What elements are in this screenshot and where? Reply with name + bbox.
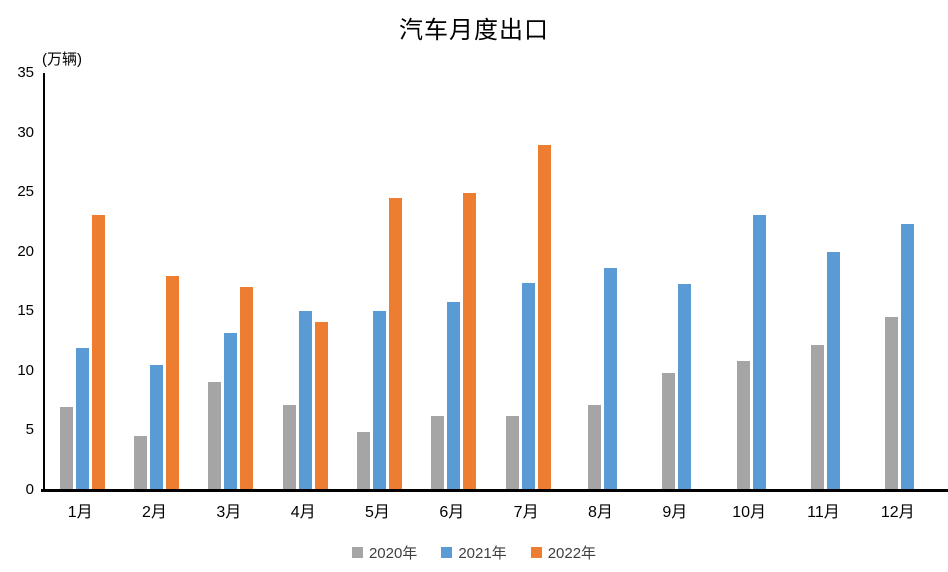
bar-group-6月 xyxy=(417,73,491,490)
bar-2021年-4月 xyxy=(298,311,312,490)
y-axis-tick-label: 25 xyxy=(17,183,34,201)
x-axis-tick-label: 8月 xyxy=(588,504,613,521)
legend-swatch-icon xyxy=(441,547,453,558)
bar-2021年-5月 xyxy=(372,311,386,490)
bar-2022年-6月 xyxy=(463,193,477,490)
bar-2021年-2月 xyxy=(149,364,163,490)
bar-group-10月 xyxy=(714,73,788,490)
bar-group-9月 xyxy=(640,73,714,490)
bar-2021年-10月 xyxy=(752,214,766,490)
legend-item-2020年: 2020年 xyxy=(351,542,418,563)
bar-group-4月 xyxy=(268,73,342,490)
legend-item-2021年: 2021年 xyxy=(441,542,507,563)
x-axis-tick-label: 4月 xyxy=(290,504,316,521)
bar-group-7月 xyxy=(491,73,565,490)
y-axis-unit-label: (万辆) xyxy=(42,51,82,68)
x-axis-line xyxy=(41,489,948,492)
y-axis-tick-label: 10 xyxy=(17,361,34,379)
x-axis-tick-label: 12月 xyxy=(880,504,915,521)
plot-area xyxy=(43,73,937,490)
x-axis-tick-label: 5月 xyxy=(365,504,390,521)
bar-2020年-5月 xyxy=(356,431,370,490)
bar-2020年-8月 xyxy=(587,405,601,490)
legend-swatch-icon xyxy=(351,547,363,558)
bar-group-12月 xyxy=(863,73,937,490)
x-axis-tick-label: 10月 xyxy=(732,504,767,521)
bar-2020年-12月 xyxy=(885,317,899,490)
bar-group-5月 xyxy=(342,73,416,490)
legend-item-2022年: 2022年 xyxy=(530,542,597,563)
x-axis-tick-label: 2月 xyxy=(142,504,167,521)
y-axis-tick-label: 15 xyxy=(17,302,34,320)
y-axis-tick-label: 0 xyxy=(25,481,34,498)
bar-group-1月 xyxy=(45,73,119,490)
legend: 2020年 2021年 2022年 xyxy=(0,542,948,563)
legend-label: 2021年 xyxy=(458,545,507,562)
bar-groups xyxy=(45,73,937,490)
chart-title: 汽车月度出口 xyxy=(399,18,549,44)
bar-2020年-6月 xyxy=(431,416,445,490)
bar-2020年-7月 xyxy=(505,416,519,490)
y-axis-tick-label: 30 xyxy=(17,123,34,141)
bar-2022年-1月 xyxy=(91,214,105,490)
bar-2021年-9月 xyxy=(678,283,692,490)
bar-2022年-3月 xyxy=(240,287,254,490)
bar-2020年-11月 xyxy=(810,344,824,490)
bar-2022年-4月 xyxy=(314,322,328,490)
bar-2022年-2月 xyxy=(165,275,179,490)
legend-label: 2020年 xyxy=(368,545,418,562)
bar-2020年-4月 xyxy=(282,405,296,490)
bar-2021年-6月 xyxy=(447,301,461,490)
bar-2021年-12月 xyxy=(901,224,915,490)
bar-group-2月 xyxy=(119,73,193,490)
y-axis-tick-label: 35 xyxy=(17,64,34,81)
x-axis-tick-label: 1月 xyxy=(67,504,93,521)
bar-2022年-5月 xyxy=(388,198,402,490)
bar-2020年-3月 xyxy=(208,381,222,490)
bar-group-3月 xyxy=(194,73,268,490)
bar-2022年-7月 xyxy=(537,144,551,490)
y-axis-tick-label: 20 xyxy=(17,242,34,260)
legend-swatch-icon xyxy=(530,547,542,558)
legend-label: 2022年 xyxy=(547,545,597,562)
bar-2020年-9月 xyxy=(662,373,676,490)
bar-2020年-1月 xyxy=(59,406,73,490)
bar-group-11月 xyxy=(788,73,862,490)
bar-2020年-2月 xyxy=(133,436,147,490)
y-axis-tick-label: 5 xyxy=(25,421,34,439)
bar-group-8月 xyxy=(565,73,639,490)
bar-2021年-1月 xyxy=(75,348,89,490)
x-axis-tick-label: 7月 xyxy=(513,504,539,521)
x-axis-tick-label: 3月 xyxy=(216,504,242,521)
x-axis-tick-label: 9月 xyxy=(662,504,688,521)
bar-2021年-3月 xyxy=(224,332,238,490)
bar-2021年-8月 xyxy=(603,268,617,490)
bar-2020年-10月 xyxy=(736,361,750,490)
x-axis-labels: 1月 2月 3月 4月 5月 6月 7月 8月 9月 10月 11月 12月 xyxy=(43,498,935,522)
x-axis-tick-label: 11月 xyxy=(807,504,840,521)
bar-2021年-7月 xyxy=(521,282,535,490)
bar-2021年-11月 xyxy=(826,251,840,490)
x-axis-tick-label: 6月 xyxy=(439,504,465,521)
